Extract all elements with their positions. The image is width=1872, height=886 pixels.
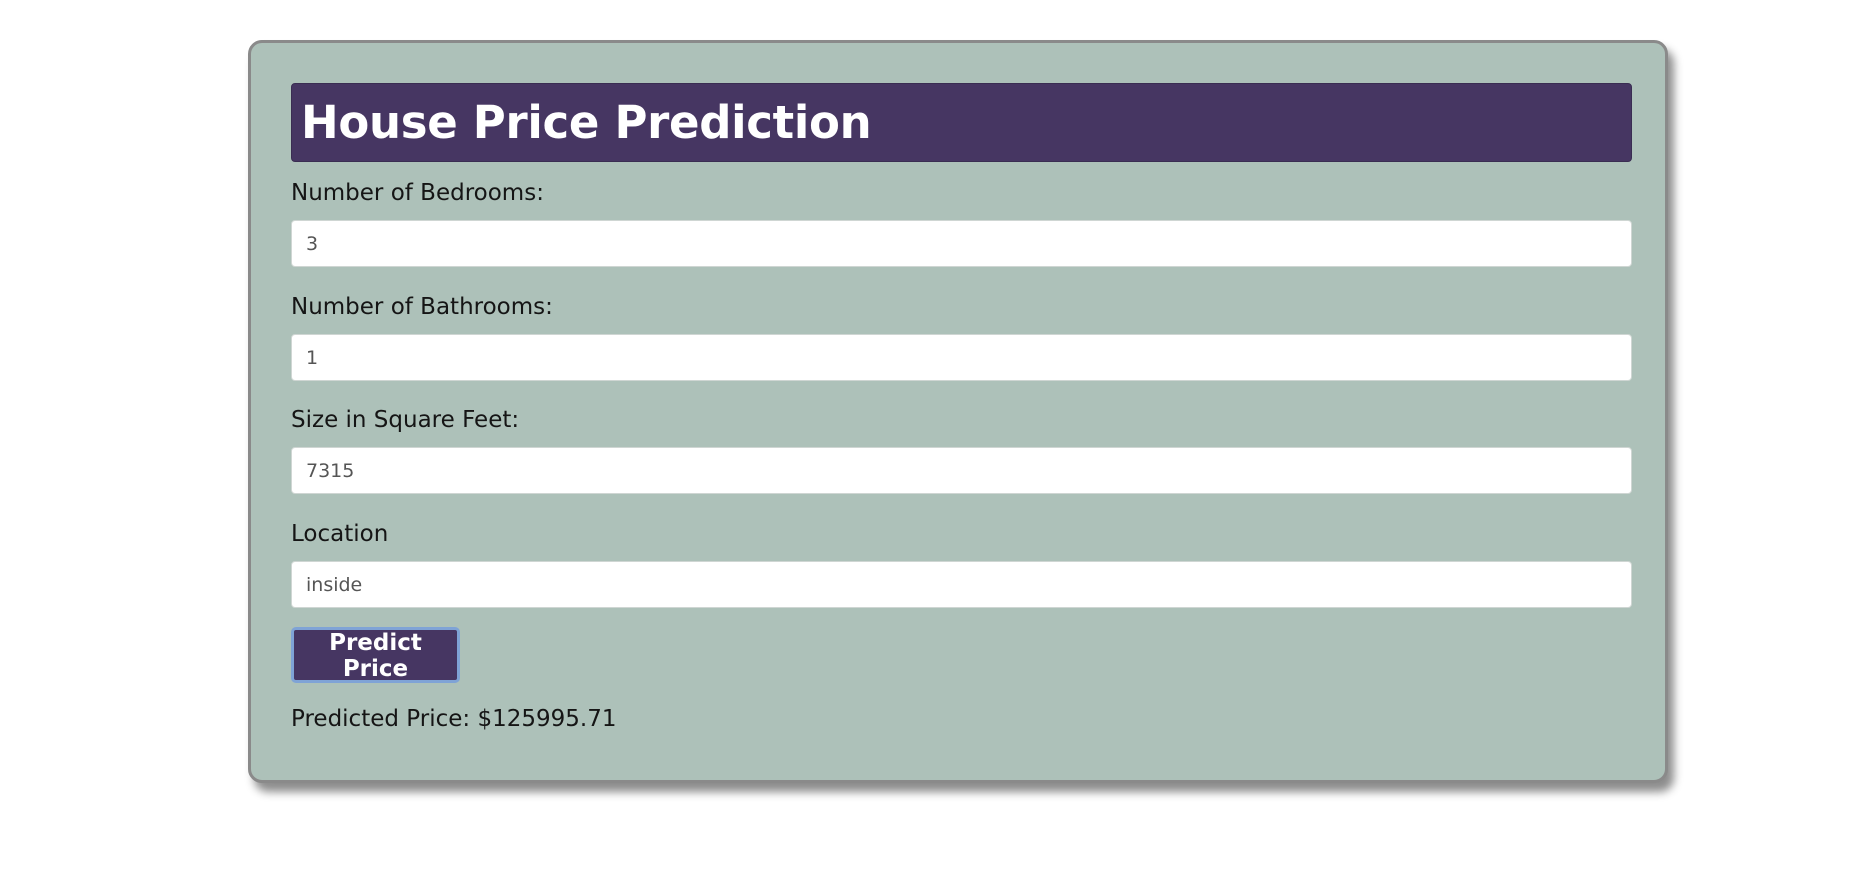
size-label: Size in Square Feet:: [291, 407, 520, 433]
page-header: House Price Prediction: [291, 83, 1632, 162]
bathrooms-label: Number of Bathrooms:: [291, 294, 553, 320]
bedrooms-input[interactable]: [291, 220, 1632, 267]
page-title: House Price Prediction: [301, 96, 872, 149]
location-input[interactable]: [291, 561, 1632, 608]
bedrooms-label: Number of Bedrooms:: [291, 180, 544, 206]
location-label: Location: [291, 521, 389, 547]
bathrooms-input[interactable]: [291, 334, 1632, 381]
size-input[interactable]: [291, 447, 1632, 494]
predicted-price-result: Predicted Price: $125995.71: [291, 706, 617, 732]
predict-price-button[interactable]: Predict Price: [291, 627, 460, 683]
prediction-card: House Price Prediction Number of Bedroom…: [248, 40, 1668, 783]
